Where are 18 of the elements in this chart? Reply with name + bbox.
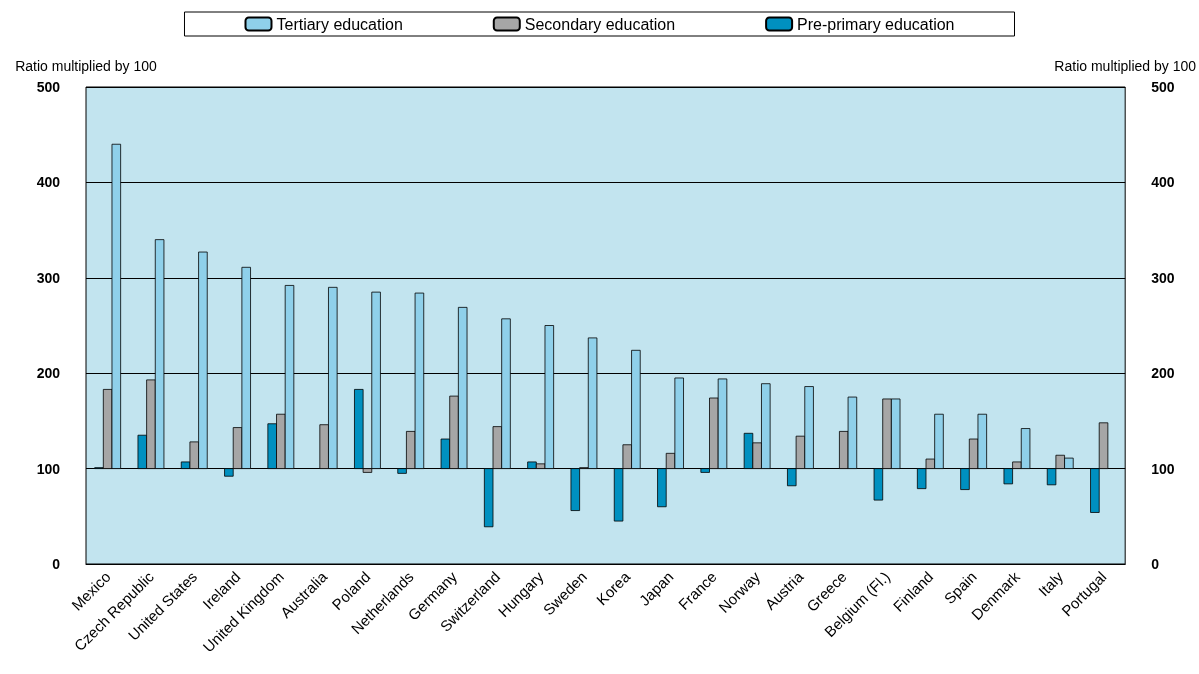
y-tick-label: 400 — [36, 174, 61, 191]
y-axis-title: Ratio multiplied by 100 — [15, 58, 158, 74]
legend-label: Pre-primary education — [797, 15, 955, 33]
y2-axis-title: Ratio multiplied by 100 — [1054, 58, 1197, 74]
y-tick-label: 200 — [36, 365, 61, 382]
y2-tick-label: 400 — [1151, 174, 1175, 191]
y2-tick-label: 500 — [1151, 79, 1175, 95]
x-tick-label: Italy — [1034, 567, 1067, 600]
legend-label: Secondary education — [524, 15, 676, 33]
y2-tick-label: 300 — [1151, 269, 1175, 286]
y-tick-label: 300 — [36, 269, 61, 286]
y2-tick-label: 0 — [1151, 556, 1160, 572]
y2-tick-label: 200 — [1151, 365, 1175, 382]
y-tick-label: 0 — [52, 556, 61, 572]
y2-tick-label: 100 — [1151, 460, 1175, 477]
legend-label: Tertiary education — [276, 15, 403, 33]
y-tick-label: 100 — [36, 460, 61, 477]
y-tick-label: 500 — [36, 79, 61, 95]
